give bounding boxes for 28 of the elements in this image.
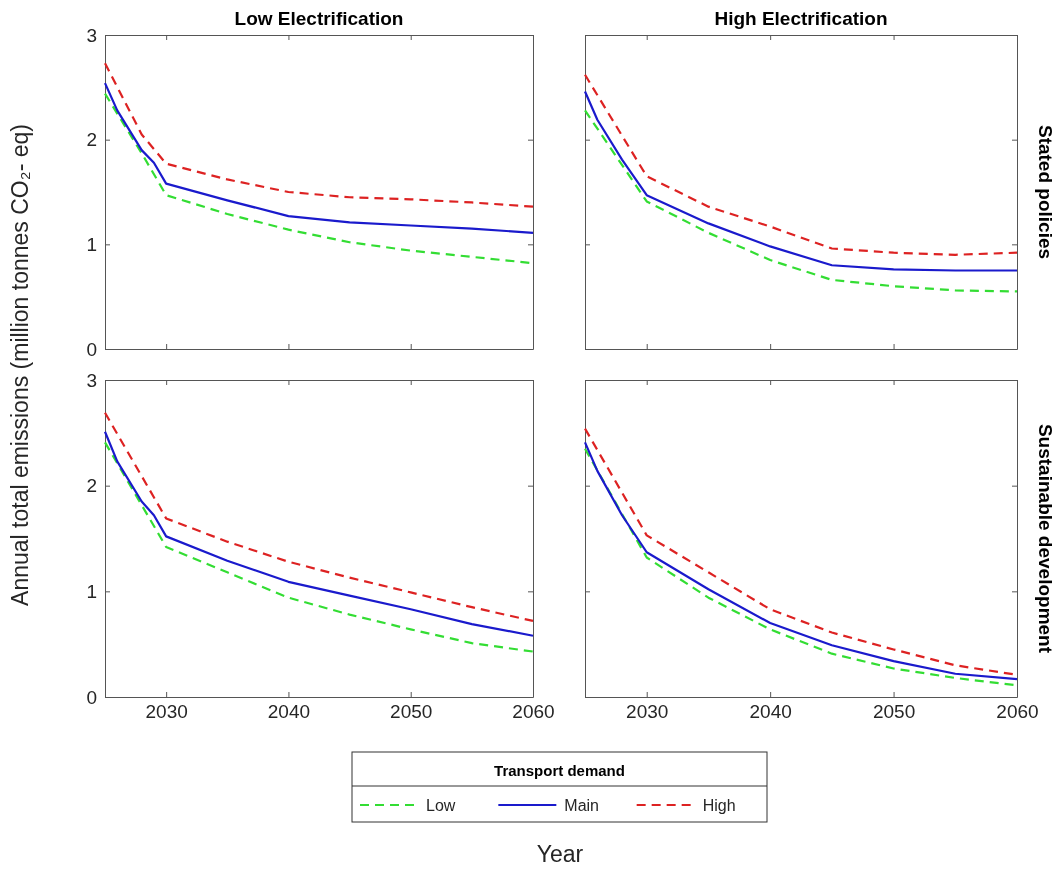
x-tick-label: 2030 [145, 701, 188, 723]
legend-label: Low [426, 797, 456, 814]
line-series [103, 62, 535, 208]
x-tick-label: 2050 [390, 701, 433, 723]
text: Stated policies [1035, 124, 1053, 260]
x-tick-label: 2060 [512, 701, 555, 723]
y-tick-label: 0 [86, 338, 97, 360]
y-axis-title: Annual total emissions (million tonnes CO₂- eq) [7, 124, 33, 606]
y-tick-label: 1 [86, 233, 97, 255]
chart-title: High Electrification [714, 8, 888, 29]
y-tick-label: 0 [86, 686, 97, 708]
text: Sustainable development [1035, 423, 1053, 654]
y-tick-label: 2 [86, 129, 97, 151]
x-tick-label: 2040 [749, 701, 792, 723]
x-tick-label: 2060 [996, 701, 1039, 723]
line-series [103, 82, 535, 234]
legend-title: Transport demand [494, 762, 625, 779]
chart-title: Low Electrification [234, 8, 404, 29]
y-tick-label: 2 [86, 475, 97, 497]
x-tick-label: 2030 [626, 701, 669, 723]
y-tick-label: 1 [86, 580, 97, 602]
x-tick-label: 2050 [872, 701, 916, 723]
legend-label: Main [564, 797, 600, 814]
y-tick-label: 3 [86, 369, 97, 391]
legend-label: High [702, 797, 736, 814]
x-axis-title: Year [536, 841, 584, 867]
x-tick-label: 2040 [267, 701, 311, 723]
y-tick-label: 3 [86, 24, 97, 46]
